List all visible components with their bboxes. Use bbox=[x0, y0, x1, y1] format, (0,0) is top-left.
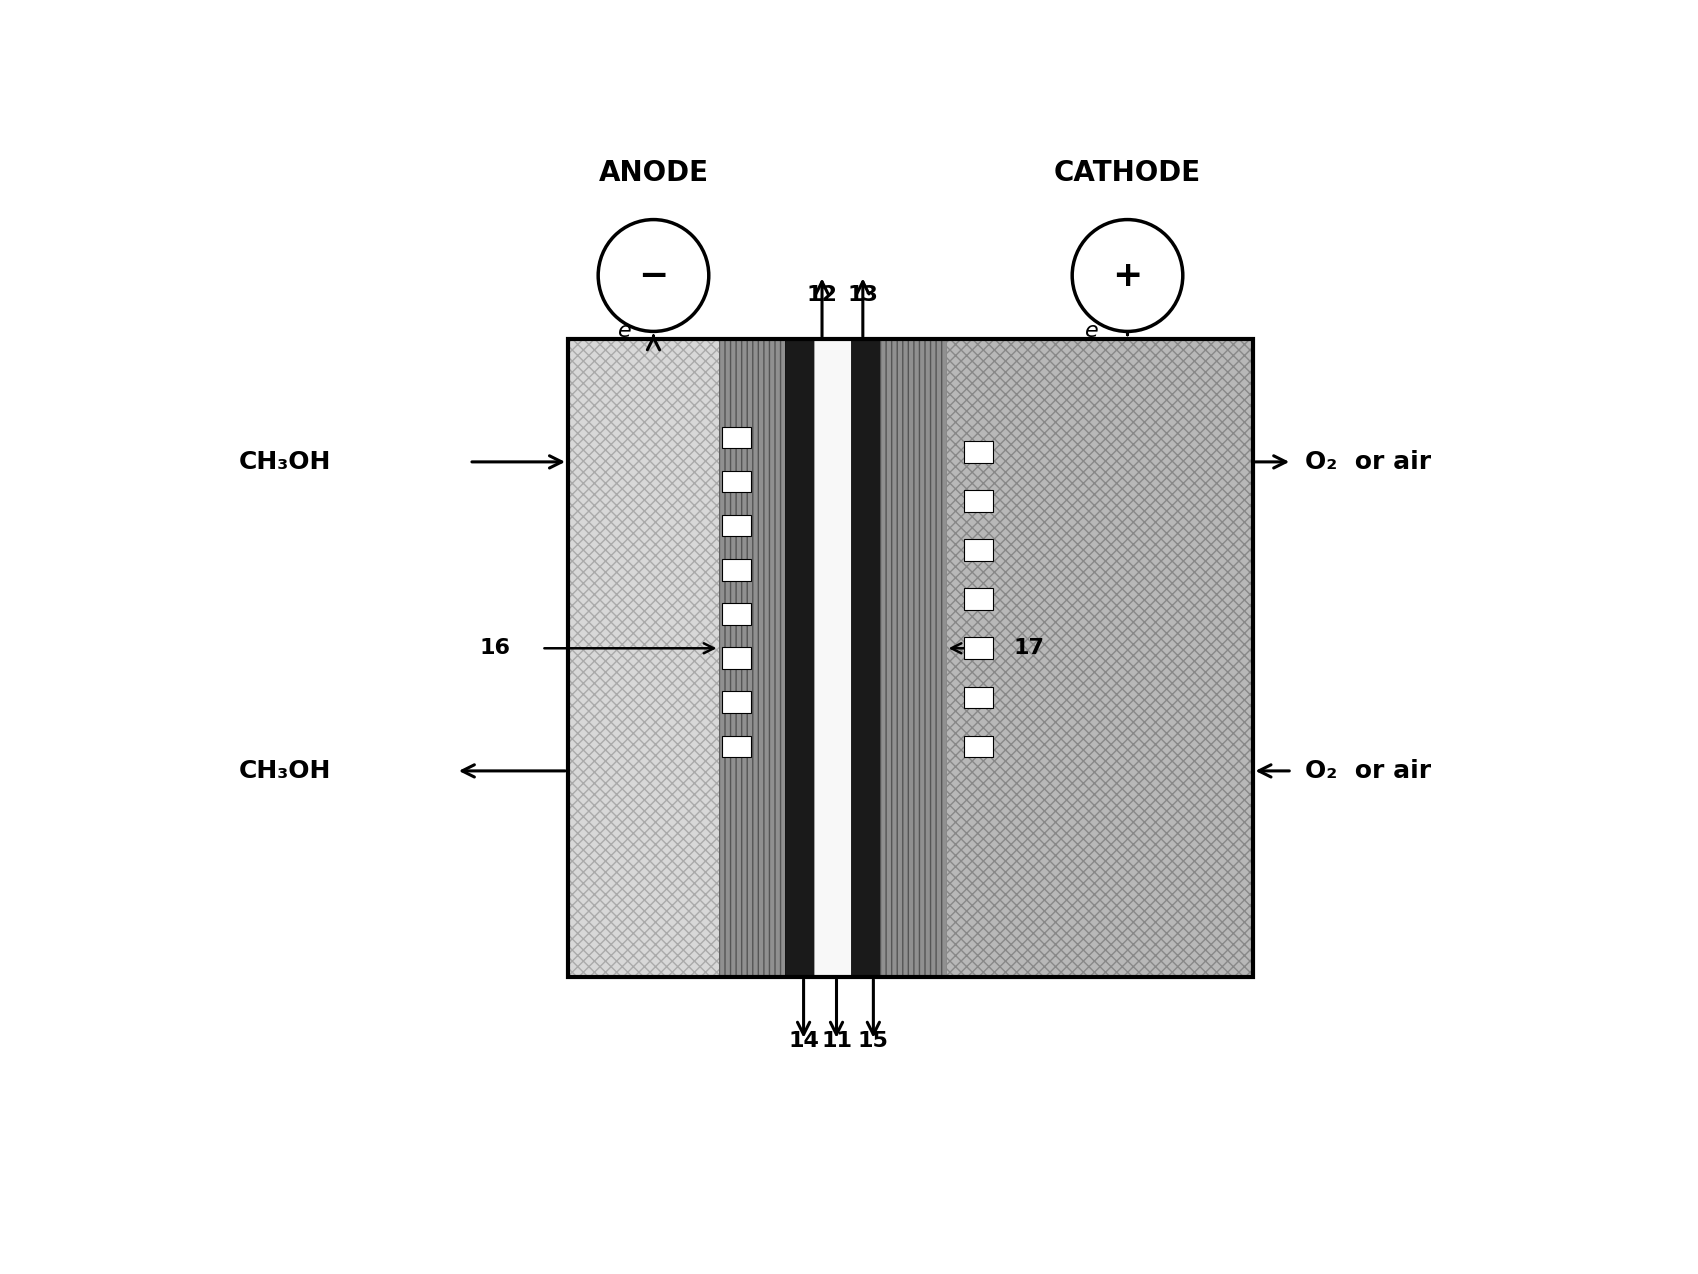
Ellipse shape bbox=[1071, 219, 1182, 331]
Text: 12: 12 bbox=[807, 285, 837, 304]
Bar bbox=[964, 637, 993, 659]
Bar bbox=[722, 515, 751, 536]
Text: CH₃OH: CH₃OH bbox=[238, 450, 331, 474]
Text: +: + bbox=[1112, 259, 1143, 293]
Bar bbox=[880, 339, 946, 977]
Bar bbox=[964, 735, 993, 757]
Bar bbox=[964, 687, 993, 708]
Text: 15: 15 bbox=[857, 1031, 888, 1051]
Bar bbox=[946, 339, 1251, 977]
Bar bbox=[851, 339, 880, 977]
Text: 17: 17 bbox=[1012, 638, 1044, 659]
Text: 11: 11 bbox=[820, 1031, 851, 1051]
Text: 16: 16 bbox=[481, 638, 511, 659]
Bar bbox=[964, 539, 993, 561]
Bar bbox=[567, 339, 718, 977]
Ellipse shape bbox=[598, 219, 708, 331]
Text: O₂  or air: O₂ or air bbox=[1304, 759, 1430, 784]
Text: CATHODE: CATHODE bbox=[1053, 159, 1200, 187]
Bar bbox=[813, 339, 851, 977]
Bar bbox=[722, 427, 751, 448]
Text: −: − bbox=[638, 259, 669, 293]
Text: e: e bbox=[618, 321, 632, 341]
Bar bbox=[722, 603, 751, 624]
Text: CH₃OH: CH₃OH bbox=[238, 759, 331, 784]
Bar bbox=[784, 339, 813, 977]
Bar bbox=[964, 490, 993, 512]
Text: ANODE: ANODE bbox=[598, 159, 708, 187]
Bar bbox=[964, 441, 993, 462]
Text: e: e bbox=[1085, 321, 1099, 341]
Bar bbox=[722, 559, 751, 581]
Text: 14: 14 bbox=[788, 1031, 818, 1051]
Bar bbox=[567, 339, 1251, 977]
Text: 13: 13 bbox=[847, 285, 878, 304]
Bar bbox=[964, 589, 993, 610]
Bar bbox=[722, 735, 751, 757]
Bar bbox=[722, 470, 751, 492]
Bar bbox=[718, 339, 784, 977]
Text: O₂  or air: O₂ or air bbox=[1304, 450, 1430, 474]
Bar bbox=[722, 692, 751, 713]
Bar bbox=[722, 647, 751, 669]
